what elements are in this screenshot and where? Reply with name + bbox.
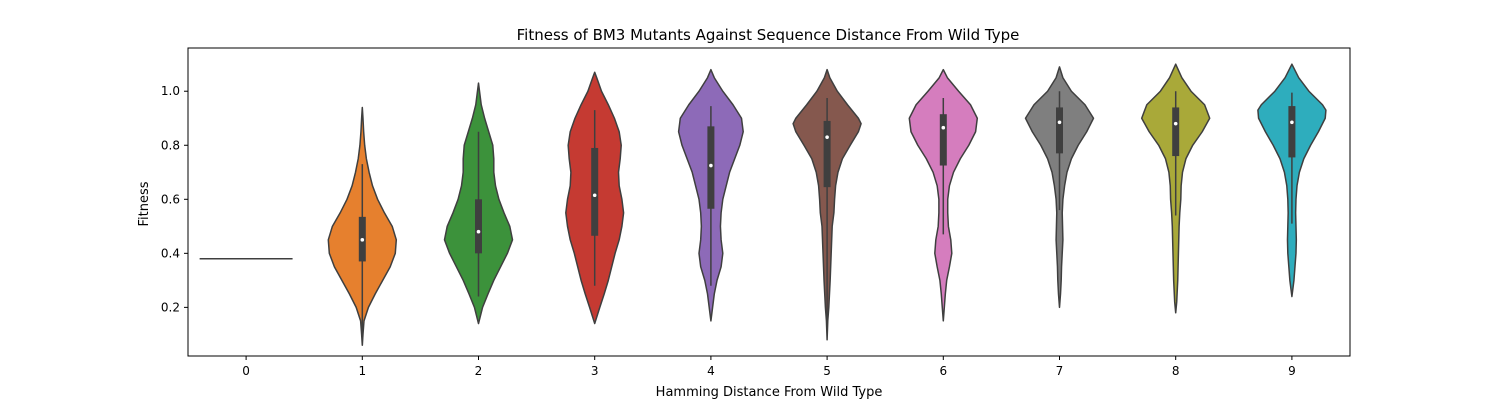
chart-title: Fitness of BM3 Mutants Against Sequence … <box>517 26 1020 44</box>
x-tick-label: 5 <box>823 364 831 378</box>
y-tick-label: 0.6 <box>161 192 180 206</box>
median-point-7 <box>1057 120 1062 125</box>
y-axis-label: Fitness <box>137 181 152 226</box>
iqr-box-3 <box>591 147 599 236</box>
median-point-2 <box>476 229 481 234</box>
median-point-9 <box>1290 120 1294 125</box>
x-tick-label: 7 <box>1056 364 1064 378</box>
x-axis: 0 1 2 3 4 5 6 7 8 9 <box>242 356 1296 378</box>
median-point-8 <box>1173 121 1178 126</box>
y-axis: 0.2 0.4 0.6 0.8 1.0 <box>161 84 188 314</box>
iqr-box-6 <box>939 114 947 166</box>
iqr-box-7 <box>1056 107 1063 154</box>
boxes-layer <box>358 91 1296 346</box>
iqr-box-9 <box>1288 106 1296 158</box>
median-point-5 <box>825 135 829 139</box>
y-tick-label: 0.4 <box>161 246 180 260</box>
x-tick-label: 8 <box>1172 364 1180 378</box>
median-point-4 <box>709 163 713 168</box>
x-tick-label: 2 <box>475 364 483 378</box>
median-point-6 <box>941 125 946 130</box>
median-point-3 <box>592 193 597 198</box>
x-tick-label: 0 <box>242 364 250 378</box>
iqr-box-5 <box>823 120 831 188</box>
iqr-box-4 <box>707 126 715 209</box>
y-tick-label: 0.8 <box>161 138 180 152</box>
y-tick-label: 1.0 <box>161 84 180 98</box>
x-tick-label: 4 <box>707 364 715 378</box>
y-tick-label: 0.2 <box>161 300 180 314</box>
x-tick-label: 6 <box>939 364 947 378</box>
x-tick-label: 1 <box>358 364 366 378</box>
x-tick-label: 3 <box>591 364 599 378</box>
x-axis-label: Hamming Distance From Wild Type <box>656 385 883 400</box>
violins-layer <box>199 63 1327 346</box>
iqr-box-8 <box>1172 107 1180 157</box>
median-point-1 <box>360 238 365 242</box>
iqr-box-2 <box>475 199 482 254</box>
x-tick-label: 9 <box>1288 364 1296 378</box>
plot-frame <box>187 47 1351 357</box>
